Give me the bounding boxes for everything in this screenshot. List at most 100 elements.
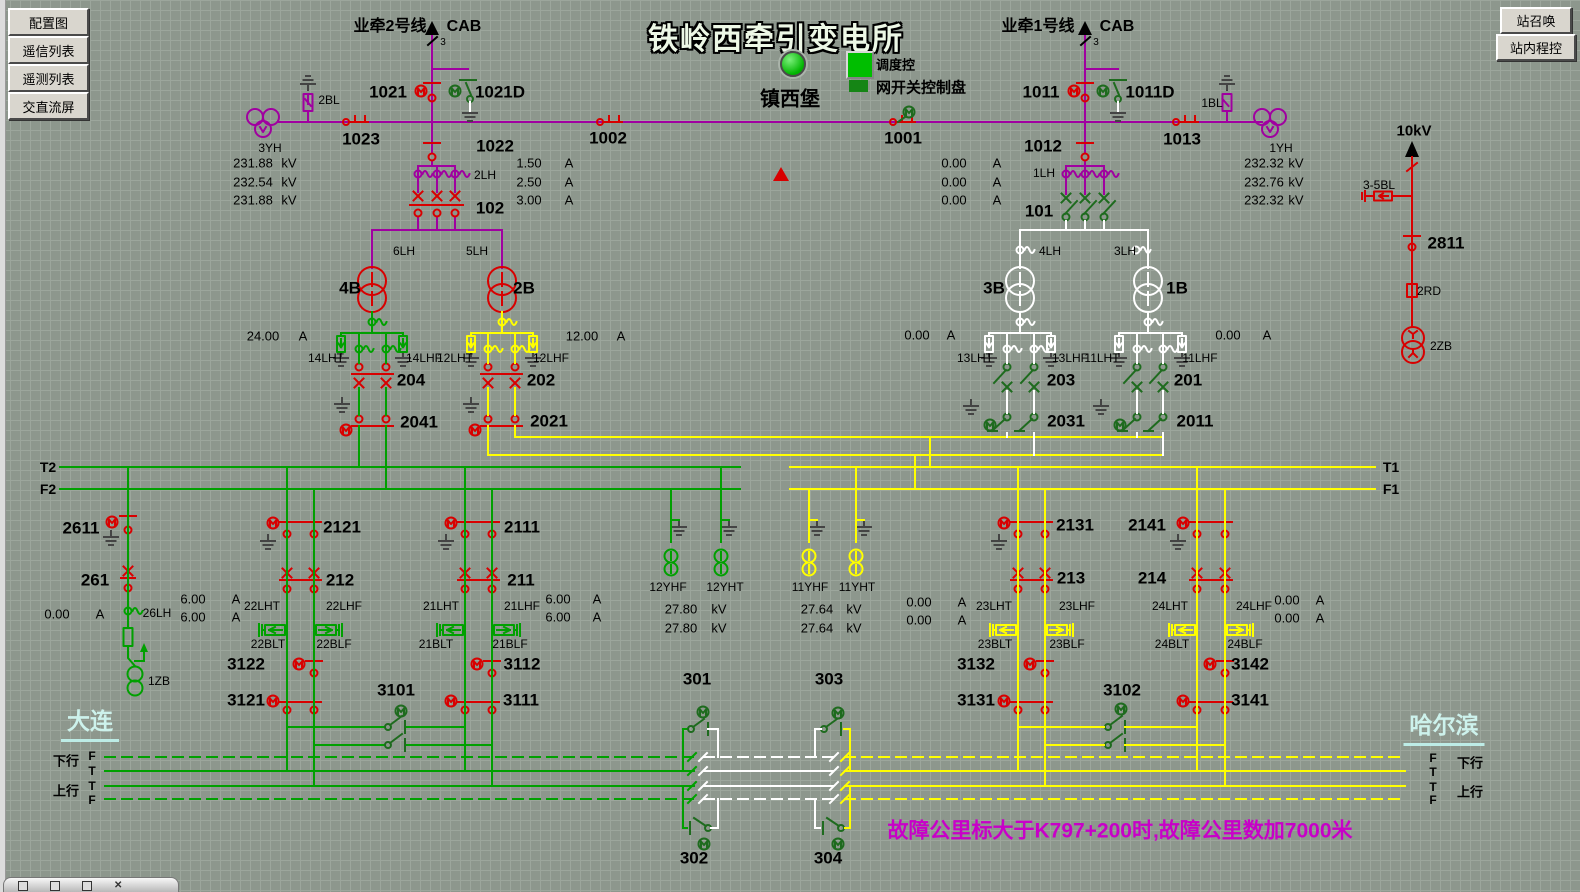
disconnector-2131[interactable]: [997, 514, 1053, 539]
mini-toolbar[interactable]: ✕: [3, 877, 179, 892]
disconnector-2141[interactable]: [1176, 514, 1233, 539]
label-13lhf: 13LHF: [1051, 351, 1089, 365]
label-232-76: 232.76: [1244, 174, 1284, 190]
disconnector-3111[interactable]: [444, 694, 500, 715]
disconnector-1002[interactable]: [596, 115, 623, 126]
disconnector-1013[interactable]: [1172, 115, 1199, 126]
closed-switchgear-red: [105, 82, 1425, 715]
disconnector-3112[interactable]: [470, 657, 501, 678]
label-t: T: [88, 779, 96, 793]
close-icon[interactable]: ✕: [114, 879, 123, 891]
label-: 下行: [1456, 755, 1484, 771]
breaker-202[interactable]: [480, 362, 523, 389]
breaker-1021[interactable]: [414, 82, 441, 103]
disconnector-2121[interactable]: [266, 514, 322, 539]
page-title: 铁岭西牵引变电所: [648, 23, 904, 56]
section-switch-303[interactable]: [820, 706, 845, 736]
label-a: A: [564, 174, 574, 190]
breaker-201[interactable]: [1122, 362, 1169, 393]
label-24blt: 24BLT: [1154, 637, 1190, 651]
label-211: 211: [507, 570, 535, 590]
earth-switch-1011D[interactable]: [1096, 79, 1127, 103]
section-switch-302[interactable]: [689, 816, 712, 851]
maximize-icon[interactable]: [82, 880, 92, 891]
config-map-button[interactable]: 配置图: [8, 8, 89, 36]
label-3: 3: [440, 37, 446, 48]
label-204: 204: [396, 370, 426, 390]
label-232-32: 232.32: [1244, 155, 1284, 171]
label-2041: 2041: [400, 412, 438, 432]
station-program-control-button[interactable]: 站内程控: [1496, 34, 1576, 61]
label-0-00: 0.00: [906, 594, 932, 610]
restore-icon[interactable]: [50, 880, 60, 891]
earth-switch-1021D[interactable]: [448, 79, 477, 103]
label-3102: 3102: [1103, 680, 1141, 700]
telemetry-list-button[interactable]: 遥测列表: [8, 64, 89, 92]
label-1-50: 1.50: [516, 155, 542, 171]
label-11yht: 11YHT: [838, 580, 876, 594]
label-3lh: 3LH: [1113, 244, 1137, 258]
breaker-1011[interactable]: [1067, 82, 1094, 103]
disconnector-1022[interactable]: [423, 142, 441, 162]
label-2021: 2021: [530, 411, 568, 431]
label-21lhf: 21LHF: [503, 599, 541, 613]
feeder-alarm-diamonds: [247, 574, 1263, 590]
label-24blf: 24BLF: [1227, 637, 1263, 651]
breaker-102[interactable]: [409, 190, 464, 218]
station-call-button[interactable]: 站召唤: [1500, 7, 1572, 34]
label-212: 212: [325, 570, 355, 590]
label-2141: 2141: [1128, 515, 1166, 535]
telesignal-list-button[interactable]: 遥信列表: [8, 36, 89, 64]
label-12lht: 12LHT: [436, 351, 474, 365]
disconnector-3131[interactable]: [997, 694, 1053, 715]
label-: 上行: [1456, 784, 1484, 800]
disconnector-3121[interactable]: [266, 694, 322, 715]
label-kv: kV: [846, 601, 862, 617]
breaker-204[interactable]: [351, 362, 394, 389]
label-1bl: 1BL: [1201, 96, 1223, 110]
label-a: A: [992, 192, 1002, 208]
label-2031: 2031: [1047, 411, 1085, 431]
breaker-203[interactable]: [992, 362, 1040, 393]
label-203: 203: [1046, 370, 1076, 390]
section-switch-304[interactable]: [822, 816, 845, 851]
disconnector-3122[interactable]: [292, 657, 323, 678]
disconnector-2111[interactable]: [444, 514, 500, 539]
disconnector-2031[interactable]: [983, 412, 1039, 433]
label-27-64: 27.64: [800, 601, 834, 617]
label-0-00: 0.00: [1215, 327, 1241, 343]
label-3112: 3112: [503, 654, 541, 674]
label-t: T: [1429, 765, 1437, 779]
section-switch-301[interactable]: [687, 705, 710, 736]
label-21lht: 21LHT: [422, 599, 460, 613]
disconnector-1023[interactable]: [342, 115, 369, 126]
label-2rd: 2RD: [1416, 284, 1442, 298]
label-1011d: 1011D: [1125, 82, 1175, 102]
disconnector-1012[interactable]: [1076, 142, 1094, 162]
label-3122: 3122: [227, 654, 265, 674]
label-2611: 2611: [62, 518, 100, 538]
label-23lht: 23LHT: [975, 599, 1013, 613]
label-cab: CAB: [1099, 18, 1135, 35]
toolbar-icon-1[interactable]: [18, 880, 28, 891]
breaker-101[interactable]: [1060, 192, 1117, 222]
label-14lht: 14LHT: [307, 351, 345, 365]
label-t1: T1: [1382, 459, 1400, 475]
ac-dc-panel-button[interactable]: 交直流屏: [8, 92, 89, 120]
label-6lh: 6LH: [392, 244, 416, 258]
breaker-2811[interactable]: [1403, 235, 1421, 252]
label-232-54: 232.54: [233, 174, 273, 190]
label-1b: 1B: [1166, 278, 1188, 298]
label-231-88: 231.88: [233, 155, 273, 171]
disconnector-3142[interactable]: [1203, 657, 1234, 678]
label-11lht: 11LHT: [1084, 351, 1120, 365]
label-f1: F1: [1382, 481, 1400, 497]
disconnector-3141[interactable]: [1176, 694, 1233, 715]
station-status-led[interactable]: [780, 51, 806, 77]
disconnector-3132[interactable]: [1023, 657, 1054, 678]
label-1023: 1023: [342, 129, 380, 149]
bus-tie-switch-3101[interactable]: [384, 704, 408, 752]
bus-tie-switch-3102[interactable]: [1104, 702, 1128, 752]
disconnector-2011[interactable]: [1113, 412, 1168, 433]
